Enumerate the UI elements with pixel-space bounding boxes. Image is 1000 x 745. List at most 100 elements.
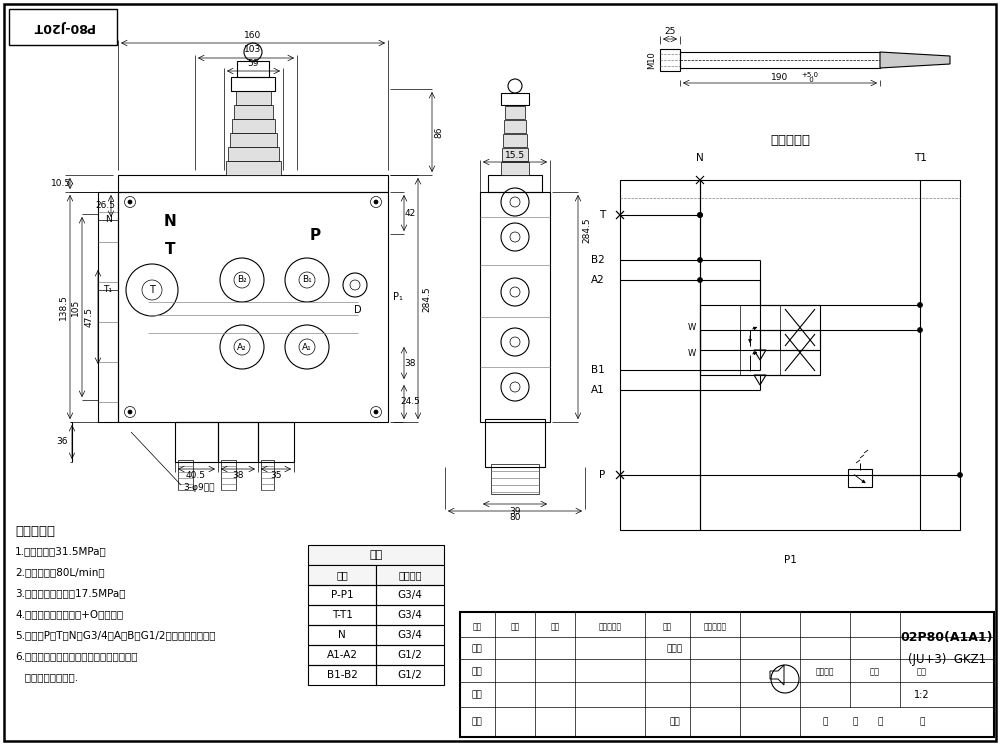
Text: 5.油口：P、T、N为G3/4；A、B为G1/2；均为平面密封；: 5.油口：P、T、N为G3/4；A、B为G1/2；均为平面密封；	[15, 630, 216, 640]
Bar	[505, 106, 525, 119]
Text: A2: A2	[591, 275, 605, 285]
Bar	[231, 77, 275, 91]
Bar	[485, 419, 545, 467]
Text: A₁: A₁	[302, 343, 312, 352]
Text: 38: 38	[404, 358, 416, 367]
Bar	[98, 192, 118, 422]
Text: 80: 80	[509, 513, 521, 522]
Text: 103: 103	[244, 45, 262, 54]
Circle shape	[374, 200, 378, 204]
Text: 校对: 校对	[472, 668, 482, 676]
Bar	[501, 162, 529, 175]
Text: T₁: T₁	[104, 285, 112, 294]
Circle shape	[698, 212, 702, 218]
Bar	[376, 585, 444, 605]
Text: A1: A1	[591, 385, 605, 395]
Text: A₂: A₂	[237, 343, 247, 352]
Bar	[234, 105, 273, 119]
Text: P₁: P₁	[393, 292, 403, 302]
Bar	[504, 120, 526, 133]
Polygon shape	[880, 52, 950, 68]
Text: 284.5: 284.5	[422, 286, 432, 312]
Text: T: T	[149, 285, 155, 295]
Text: (JU+3)  GKZ1: (JU+3) GKZ1	[908, 653, 986, 665]
Text: +5.0: +5.0	[802, 72, 818, 78]
Text: 处数: 处数	[510, 623, 520, 632]
Text: 接口: 接口	[336, 570, 348, 580]
Bar	[118, 175, 388, 192]
Text: D: D	[354, 305, 362, 315]
Text: 160: 160	[244, 31, 262, 39]
Bar	[308, 545, 444, 565]
Bar	[221, 460, 236, 490]
Bar	[680, 52, 880, 68]
Bar	[480, 192, 550, 422]
Text: 4.控制方式：弹簧复拉+O型阀杆；: 4.控制方式：弹簧复拉+O型阀杆；	[15, 609, 123, 619]
Text: 15.5: 15.5	[505, 150, 525, 159]
Text: W: W	[688, 349, 696, 358]
Bar	[261, 460, 274, 490]
Text: G3/4: G3/4	[398, 590, 422, 600]
Bar	[376, 665, 444, 685]
Bar	[460, 612, 994, 737]
Text: 比例: 比例	[917, 668, 927, 676]
Bar	[848, 469, 872, 487]
Text: P80-J20T: P80-J20T	[32, 21, 94, 34]
Text: N: N	[105, 215, 111, 224]
Bar	[700, 305, 820, 350]
Text: G3/4: G3/4	[398, 610, 422, 620]
Circle shape	[698, 277, 702, 282]
Text: 工艺: 工艺	[472, 717, 482, 726]
Text: 标记: 标记	[472, 623, 482, 632]
Bar	[491, 464, 539, 494]
Circle shape	[918, 302, 922, 308]
Bar	[236, 91, 271, 105]
Text: 24.5: 24.5	[400, 398, 420, 407]
Text: 284.5: 284.5	[582, 218, 592, 243]
Text: G1/2: G1/2	[398, 650, 422, 660]
Text: 更改文件号: 更改文件号	[598, 623, 622, 632]
Text: 共: 共	[822, 717, 828, 726]
Text: G3/4: G3/4	[398, 630, 422, 640]
Text: 审核: 审核	[472, 691, 482, 700]
Bar	[308, 665, 376, 685]
Text: 阶段标记: 阶段标记	[816, 668, 834, 676]
Text: 3.溢流阀调定压力：17.5MPa；: 3.溢流阀调定压力：17.5MPa；	[15, 588, 126, 598]
Text: 张: 张	[852, 717, 858, 726]
Text: 25: 25	[664, 28, 676, 37]
Text: 59: 59	[247, 59, 259, 68]
Text: 阀体: 阀体	[369, 550, 383, 560]
Text: 重量: 重量	[870, 668, 880, 676]
Bar	[620, 180, 960, 530]
Text: 02P80(A1A1): 02P80(A1A1)	[901, 630, 993, 644]
Bar	[228, 147, 279, 161]
Text: 2.公称流量：80L/min；: 2.公称流量：80L/min；	[15, 567, 105, 577]
Text: M10: M10	[648, 51, 656, 69]
Bar	[488, 175, 542, 192]
Text: 3-φ9通孔: 3-φ9通孔	[183, 483, 214, 492]
Bar	[503, 134, 527, 147]
Text: 38: 38	[232, 472, 244, 481]
Bar	[232, 119, 275, 133]
Circle shape	[128, 410, 132, 414]
Text: P: P	[309, 227, 321, 243]
Circle shape	[918, 328, 922, 332]
Bar	[218, 422, 258, 462]
Bar	[376, 605, 444, 625]
Bar	[376, 625, 444, 645]
Bar	[9, 9, 117, 45]
Text: 105: 105	[70, 299, 80, 316]
Text: B2: B2	[591, 255, 605, 265]
Text: W: W	[688, 323, 696, 332]
Text: G1/2: G1/2	[398, 670, 422, 680]
Text: 42: 42	[404, 209, 416, 218]
Text: N: N	[338, 630, 346, 640]
Text: P1: P1	[784, 555, 796, 565]
Text: 10.5: 10.5	[51, 180, 71, 188]
Bar	[502, 148, 528, 161]
Circle shape	[698, 258, 702, 262]
Bar	[308, 625, 376, 645]
Bar	[226, 161, 281, 175]
Text: 6.阀体表面磷化处理，安全阀及螺堵镀锌，: 6.阀体表面磷化处理，安全阀及螺堵镀锌，	[15, 651, 138, 661]
Text: 支架后盖为铝本色.: 支架后盖为铝本色.	[15, 672, 78, 682]
